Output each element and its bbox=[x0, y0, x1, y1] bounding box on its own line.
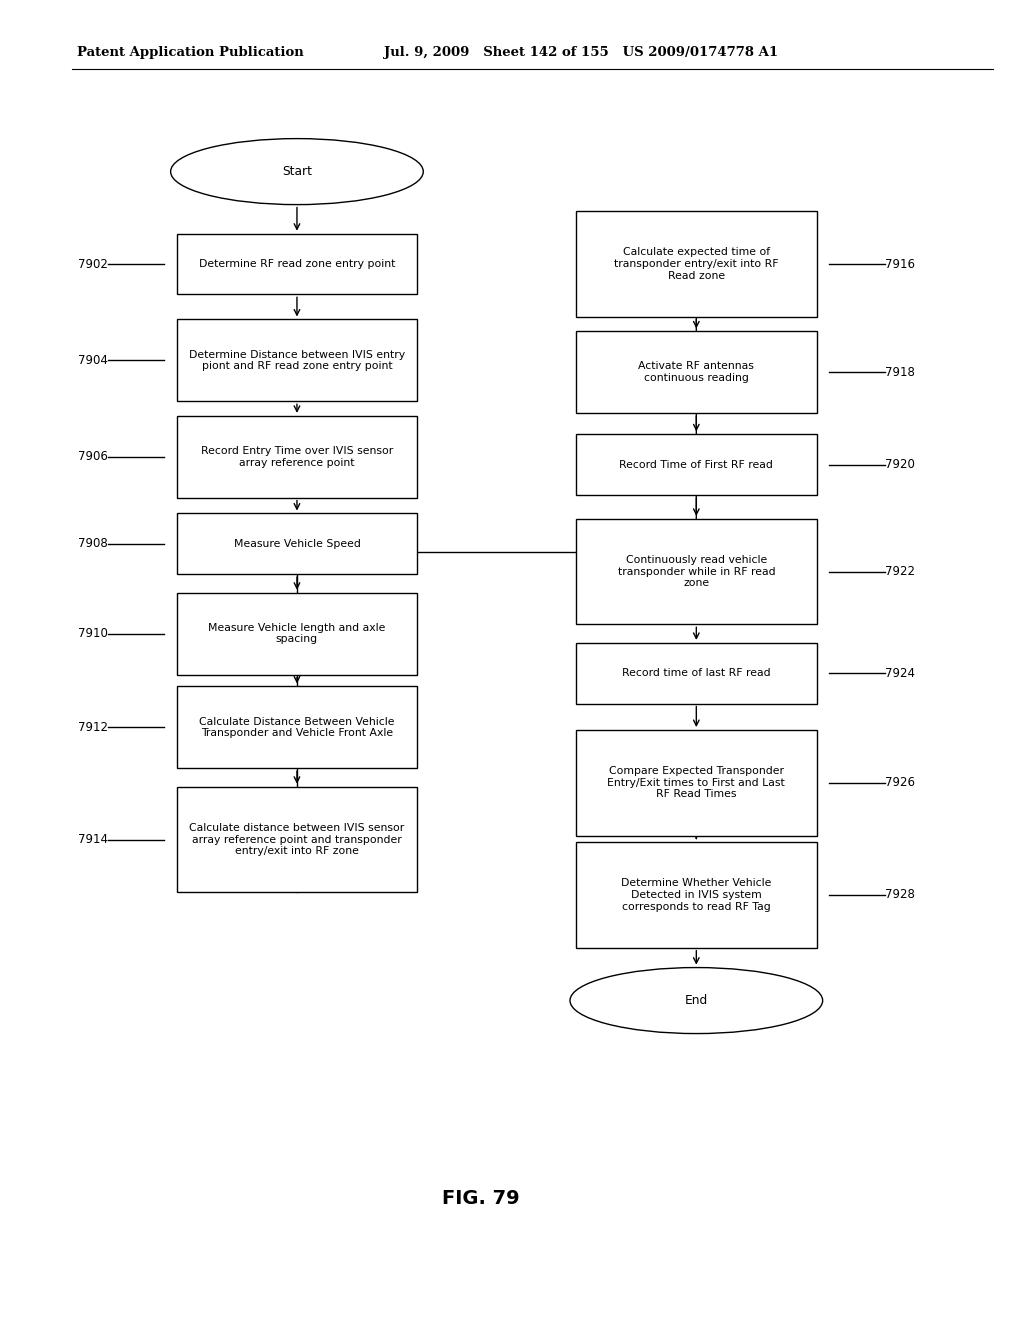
FancyBboxPatch shape bbox=[176, 319, 418, 401]
Ellipse shape bbox=[171, 139, 423, 205]
FancyBboxPatch shape bbox=[176, 787, 418, 892]
Text: Calculate distance between IVIS sensor
array reference point and transponder
ent: Calculate distance between IVIS sensor a… bbox=[189, 822, 404, 857]
Text: 7910: 7910 bbox=[78, 627, 108, 640]
Text: 7928: 7928 bbox=[886, 888, 915, 902]
FancyBboxPatch shape bbox=[575, 211, 817, 317]
Text: 7906: 7906 bbox=[78, 450, 108, 463]
Text: Record Entry Time over IVIS sensor
array reference point: Record Entry Time over IVIS sensor array… bbox=[201, 446, 393, 467]
Text: Record time of last RF read: Record time of last RF read bbox=[622, 668, 771, 678]
Text: Activate RF antennas
continuous reading: Activate RF antennas continuous reading bbox=[638, 362, 755, 383]
Text: Jul. 9, 2009   Sheet 142 of 155   US 2009/0174778 A1: Jul. 9, 2009 Sheet 142 of 155 US 2009/01… bbox=[384, 46, 778, 59]
Ellipse shape bbox=[570, 968, 822, 1034]
Text: Record Time of First RF read: Record Time of First RF read bbox=[620, 459, 773, 470]
Text: 7912: 7912 bbox=[78, 721, 108, 734]
FancyBboxPatch shape bbox=[575, 331, 817, 413]
FancyBboxPatch shape bbox=[176, 686, 418, 768]
Text: Determine RF read zone entry point: Determine RF read zone entry point bbox=[199, 259, 395, 269]
Text: End: End bbox=[685, 994, 708, 1007]
Text: Measure Vehicle length and axle
spacing: Measure Vehicle length and axle spacing bbox=[208, 623, 386, 644]
Text: 7918: 7918 bbox=[886, 366, 915, 379]
FancyBboxPatch shape bbox=[575, 434, 817, 495]
Text: 7926: 7926 bbox=[886, 776, 915, 789]
FancyBboxPatch shape bbox=[176, 234, 418, 294]
Text: 7914: 7914 bbox=[78, 833, 108, 846]
Text: Determine Whether Vehicle
Detected in IVIS system
corresponds to read RF Tag: Determine Whether Vehicle Detected in IV… bbox=[622, 878, 771, 912]
FancyBboxPatch shape bbox=[176, 593, 418, 675]
FancyBboxPatch shape bbox=[575, 643, 817, 704]
Text: Start: Start bbox=[282, 165, 312, 178]
FancyBboxPatch shape bbox=[575, 519, 817, 624]
Text: 7920: 7920 bbox=[886, 458, 915, 471]
Text: 7916: 7916 bbox=[886, 257, 915, 271]
Text: Compare Expected Transponder
Entry/Exit times to First and Last
RF Read Times: Compare Expected Transponder Entry/Exit … bbox=[607, 766, 785, 800]
Text: 7908: 7908 bbox=[78, 537, 108, 550]
Text: FIG. 79: FIG. 79 bbox=[442, 1189, 520, 1208]
FancyBboxPatch shape bbox=[176, 513, 418, 574]
Text: 7924: 7924 bbox=[886, 667, 915, 680]
Text: Determine Distance between IVIS entry
piont and RF read zone entry point: Determine Distance between IVIS entry pi… bbox=[188, 350, 406, 371]
Text: Patent Application Publication: Patent Application Publication bbox=[77, 46, 303, 59]
Text: Measure Vehicle Speed: Measure Vehicle Speed bbox=[233, 539, 360, 549]
Text: Calculate Distance Between Vehicle
Transponder and Vehicle Front Axle: Calculate Distance Between Vehicle Trans… bbox=[200, 717, 394, 738]
Text: 7902: 7902 bbox=[78, 257, 108, 271]
Text: Calculate expected time of
transponder entry/exit into RF
Read zone: Calculate expected time of transponder e… bbox=[614, 247, 778, 281]
FancyBboxPatch shape bbox=[176, 416, 418, 498]
FancyBboxPatch shape bbox=[575, 842, 817, 948]
Text: 7922: 7922 bbox=[886, 565, 915, 578]
Text: Continuously read vehicle
transponder while in RF read
zone: Continuously read vehicle transponder wh… bbox=[617, 554, 775, 589]
FancyBboxPatch shape bbox=[575, 730, 817, 836]
Text: 7904: 7904 bbox=[78, 354, 108, 367]
